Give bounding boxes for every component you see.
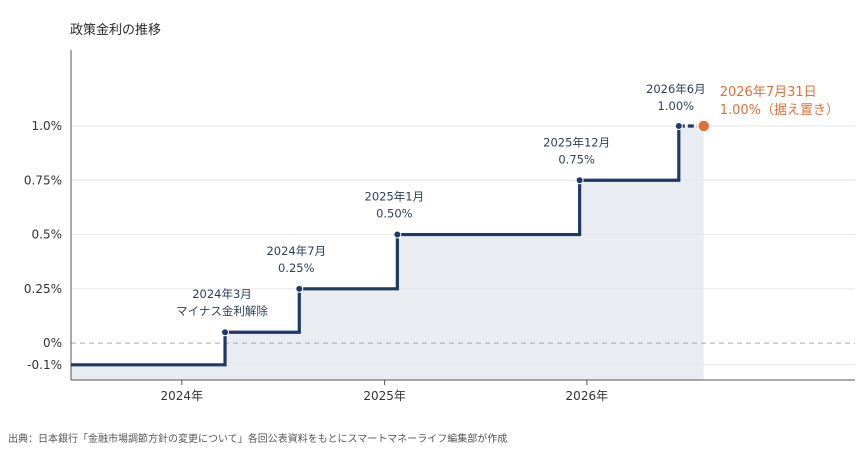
annotation-label: 2025年12月	[543, 135, 610, 149]
annotation-label: マイナス金利解除	[176, 304, 268, 318]
rate-step-line	[71, 125, 681, 367]
annotation-label: 2026年7月31日	[720, 85, 817, 100]
annotation-label: 2024年7月	[266, 244, 326, 258]
x-tick-label: 2024年	[161, 389, 204, 403]
rate-point	[575, 176, 584, 185]
rate-point	[393, 230, 402, 239]
annotation-label: 0.50%	[376, 207, 413, 221]
y-tick-label: 1.0%	[32, 119, 63, 133]
annotation-label: 2026年6月	[646, 82, 706, 96]
highlight-point	[696, 119, 711, 133]
y-tick-label: 0.75%	[24, 173, 62, 187]
y-tick-label: 0%	[43, 336, 62, 350]
annotation-label: 0.75%	[558, 152, 595, 166]
x-tick-label: 2025年	[363, 389, 406, 403]
rate-point	[674, 121, 683, 130]
annotation-label: 2024年3月	[192, 287, 252, 301]
annotation-label: 1.00%（据え置き）	[720, 103, 839, 118]
y-tick-label: 0.5%	[32, 228, 63, 242]
rate-point	[221, 328, 230, 337]
chart-title: 政策金利の推移	[70, 23, 162, 38]
policy-rate-chart: -0.1% 0% 0.25% 0.5% 0.75% 1.0% 2024年 2025年 2026年…	[24, 50, 855, 403]
area-fill	[71, 125, 704, 380]
annotation-label: 2025年1月	[365, 190, 425, 204]
rate-point	[295, 284, 304, 293]
source-note: 出典：日本銀行「金融市場調節方針の変更について」各回公表資料をもとにスマートマネ…	[8, 434, 508, 445]
annotation-label: 1.00%	[658, 99, 695, 113]
x-tick-label: 2026年	[566, 389, 609, 403]
y-tick-label: 0.25%	[24, 282, 62, 296]
annotation-label: 0.25%	[278, 261, 315, 275]
y-tick-label: -0.1%	[27, 358, 62, 372]
